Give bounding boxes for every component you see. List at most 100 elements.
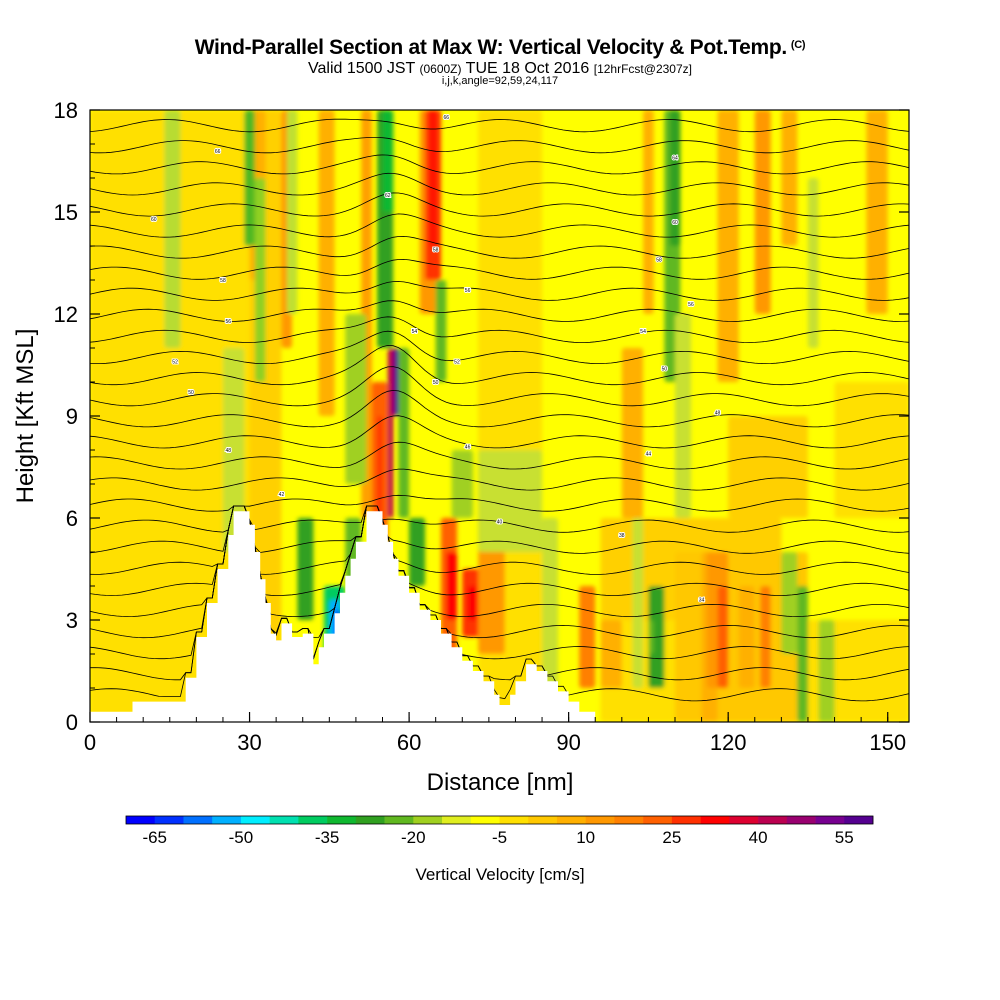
velocity-cell [446, 552, 457, 620]
velocity-cell [377, 416, 383, 518]
y-axis-label: Height [Kft MSL] [12, 329, 39, 504]
velocity-cell [435, 280, 447, 382]
contour-label: 56 [688, 302, 694, 308]
colorbar-swatch [327, 816, 357, 824]
isentrope-contours [90, 118, 909, 702]
contour-label: 52 [172, 360, 178, 366]
velocity-cell [393, 348, 399, 416]
colorbar-swatch [643, 816, 673, 824]
velocity-cell [754, 110, 771, 314]
x-tick-label: 150 [869, 730, 906, 755]
y-tick-label: 0 [66, 710, 78, 735]
contour-label: 50 [188, 390, 194, 396]
isentrope-line [90, 505, 909, 533]
colorbar-swatch [729, 816, 759, 824]
colorbar-swatch [786, 816, 816, 824]
contour-label: 66 [215, 149, 221, 155]
velocity-cell [387, 348, 394, 518]
velocity-cell [643, 110, 654, 314]
isentrope-line [90, 235, 909, 259]
contour-label: 38 [619, 533, 625, 539]
velocity-cell [409, 518, 426, 586]
colorbar-swatch [844, 816, 874, 824]
velocity-cell [286, 110, 298, 314]
velocity-cell [621, 348, 644, 518]
contour-label: 54 [412, 329, 418, 335]
isentrope-line [90, 330, 909, 365]
x-tick-label: 0 [84, 730, 96, 755]
velocity-cell [818, 620, 835, 722]
velocity-cell [600, 620, 622, 688]
contour-label: 48 [715, 411, 721, 417]
velocity-cell [478, 450, 543, 552]
velocity-cell [164, 110, 181, 348]
isentrope-line [90, 441, 909, 470]
velocity-cell [382, 110, 394, 212]
y-tick-label: 12 [54, 302, 78, 327]
colorbar-swatch [126, 816, 156, 824]
chart-subtitle: Valid 1500 JST (0600Z) TUE 18 Oct 2016 [… [308, 60, 692, 77]
velocity-cell [781, 110, 798, 246]
velocity-cell [797, 586, 808, 722]
velocity-cell [807, 178, 819, 348]
velocity-cell [717, 586, 729, 688]
colorbar-swatch [212, 816, 242, 824]
y-tick-label: 15 [54, 200, 78, 225]
y-tick-label: 9 [66, 404, 78, 429]
terrain [90, 511, 909, 722]
isentrope-line [90, 213, 909, 238]
isentrope-line [90, 172, 909, 196]
x-axis-label: Distance [nm] [427, 769, 574, 796]
x-tick-label: 30 [237, 730, 261, 755]
colorbar: -65 -50 -35 -20 -5 10 25 40 55 [125, 815, 874, 847]
velocity-cell [244, 110, 255, 246]
colorbar-swatch [528, 816, 558, 824]
y-tick-label: 3 [66, 608, 78, 633]
chart-title: Wind-Parallel Section at Max W: Vertical… [194, 36, 806, 59]
isentrope-line [90, 389, 909, 428]
velocity-cell [738, 586, 755, 688]
contour-label: 60 [672, 220, 678, 226]
velocity-cell [430, 110, 436, 246]
contour-label: 50 [433, 380, 439, 386]
y-axis: 0 3 6 9 12 15 18 [54, 98, 909, 735]
isentrope-line [90, 344, 909, 386]
colorbar-tick-label: -20 [401, 828, 426, 847]
velocity-cell [866, 110, 888, 314]
colorbar-swatch [384, 816, 414, 824]
chart-params: i,j,k,angle=92,59,24,117 [441, 75, 559, 87]
colorbar-swatch [585, 816, 615, 824]
velocity-cell [717, 110, 739, 382]
colorbar-swatch [442, 816, 472, 824]
colorbar-tick-label: 25 [662, 828, 681, 847]
colorbar-swatch [671, 816, 701, 824]
colorbar-tick-label: -5 [492, 828, 507, 847]
colorbar-tick-label: -35 [315, 828, 340, 847]
velocity-cell [345, 314, 367, 484]
x-axis: 0 30 60 90 120 150 [84, 712, 906, 755]
isentrope-line [90, 281, 909, 301]
velocity-cell [632, 518, 644, 688]
isentrope-line [90, 258, 909, 280]
colorbar-swatch [470, 816, 500, 824]
isentrope-line [90, 415, 909, 449]
colorbar-swatch [614, 816, 644, 824]
colorbar-swatch [499, 816, 529, 824]
colorbar-swatch [355, 816, 385, 824]
colorbar-swatch [815, 816, 845, 824]
colorbar-swatch [758, 816, 788, 824]
isentrope-line [90, 154, 909, 175]
contour-label: 62 [385, 193, 391, 199]
contour-labels: 60 66 58 56 52 50 48 42 62 54 58 66 50 52 56 46 40 38 54 44… [150, 114, 722, 605]
velocity-cell [760, 586, 771, 688]
velocity-cell [648, 620, 654, 654]
velocity-cell [254, 178, 266, 382]
colorbar-tick-label: 55 [835, 828, 854, 847]
velocity-cell [781, 552, 798, 654]
isentrope-line [90, 494, 909, 512]
contour-label: 52 [454, 360, 460, 366]
contour-label: 58 [656, 258, 662, 264]
velocity-cell [669, 110, 681, 246]
isentrope-line [90, 505, 909, 575]
